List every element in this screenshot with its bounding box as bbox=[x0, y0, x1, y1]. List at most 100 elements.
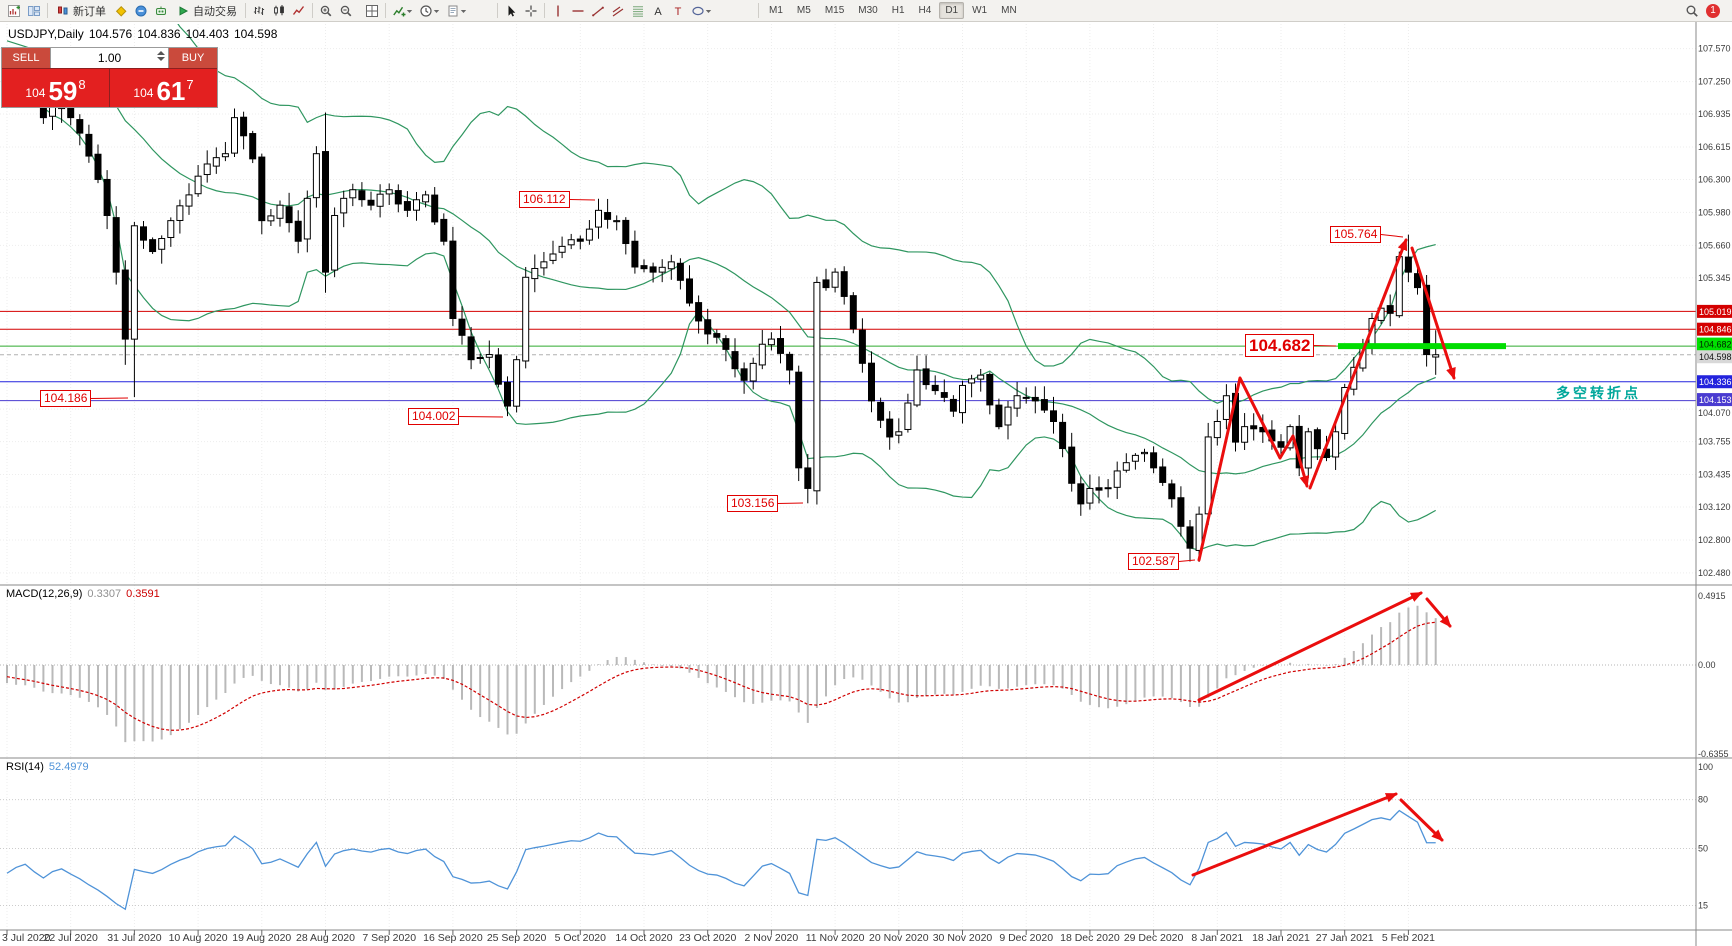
terminal-icon[interactable] bbox=[131, 2, 151, 20]
svg-text:102.800: 102.800 bbox=[1698, 535, 1731, 545]
svg-text:18 Dec 2020: 18 Dec 2020 bbox=[1060, 932, 1120, 944]
timeframe-w1[interactable]: W1 bbox=[972, 5, 988, 16]
macd-name: MACD(12,26,9) bbox=[6, 588, 83, 600]
rsi-panel bbox=[0, 799, 1696, 911]
timeframe-m30[interactable]: M30 bbox=[858, 5, 878, 16]
fibo-icon[interactable] bbox=[628, 2, 648, 20]
timeframe-m15[interactable]: M15 bbox=[824, 5, 845, 16]
svg-text:100: 100 bbox=[1698, 762, 1713, 772]
svg-text:50: 50 bbox=[1698, 844, 1708, 854]
svg-text:102.480: 102.480 bbox=[1698, 568, 1731, 578]
label-icon[interactable]: T bbox=[668, 2, 688, 20]
zoom-in-icon[interactable] bbox=[316, 2, 336, 20]
macd-signal-value: 0.3591 bbox=[126, 588, 160, 600]
search-icon[interactable] bbox=[1682, 2, 1702, 20]
hline-icon[interactable] bbox=[568, 2, 588, 20]
lot-size-field[interactable]: 1.00 bbox=[50, 48, 169, 68]
svg-text:5 Oct 2020: 5 Oct 2020 bbox=[555, 932, 607, 944]
horizontal-lines[interactable] bbox=[0, 310, 1696, 402]
timeframe-h1[interactable]: H1 bbox=[891, 5, 905, 16]
templates-icon[interactable] bbox=[443, 2, 470, 20]
svg-text:27 Jan 2021: 27 Jan 2021 bbox=[1316, 932, 1374, 944]
symbol-period-label: USDJPY,Daily bbox=[8, 27, 84, 41]
toolbar-separator bbox=[497, 3, 498, 18]
timeframe-m5[interactable]: M5 bbox=[796, 5, 811, 16]
autotrade-button[interactable]: 自动交易 bbox=[171, 1, 242, 21]
price-callout[interactable]: 104.682 bbox=[1245, 334, 1315, 357]
timeframe-h4[interactable]: H4 bbox=[918, 5, 932, 16]
new-chart-icon[interactable] bbox=[4, 2, 24, 20]
indicators-icon[interactable] bbox=[389, 2, 416, 20]
zoom-out-icon[interactable] bbox=[336, 2, 356, 20]
ask-prefix: 104 bbox=[133, 86, 154, 100]
svg-text:104.070: 104.070 bbox=[1698, 408, 1731, 418]
svg-text:103.120: 103.120 bbox=[1698, 502, 1731, 512]
ohlc-high: 104.836 bbox=[137, 27, 181, 41]
price-callout[interactable]: 105.764 bbox=[1330, 226, 1382, 243]
new-order-button[interactable]: 新订单 bbox=[51, 1, 111, 21]
toolbar-gap bbox=[470, 10, 494, 11]
text-icon[interactable]: A bbox=[648, 2, 668, 20]
timeframe-mn[interactable]: MN bbox=[1001, 5, 1017, 16]
buy-button[interactable]: BUY bbox=[169, 48, 217, 68]
macd-histogram bbox=[0, 605, 1696, 743]
trend-arrows[interactable] bbox=[90, 199, 1456, 877]
svg-text:28 Aug 2020: 28 Aug 2020 bbox=[296, 932, 355, 944]
svg-text:0.00: 0.00 bbox=[1698, 660, 1716, 670]
lot-value[interactable]: 1.00 bbox=[97, 51, 122, 65]
candles-icon[interactable] bbox=[269, 2, 289, 20]
macd-signal-line bbox=[6, 621, 1436, 731]
svg-text:80: 80 bbox=[1698, 795, 1708, 805]
price-callout[interactable]: 104.186 bbox=[40, 390, 92, 407]
price-callout[interactable]: 102.587 bbox=[1128, 553, 1180, 570]
price-callout[interactable]: 103.156 bbox=[727, 495, 779, 512]
lot-spinner[interactable] bbox=[157, 51, 165, 61]
svg-text:106.300: 106.300 bbox=[1698, 174, 1731, 184]
svg-text:107.250: 107.250 bbox=[1698, 77, 1731, 87]
svg-text:T: T bbox=[675, 6, 682, 18]
toolbar-separator bbox=[758, 3, 759, 18]
shapes-icon[interactable] bbox=[688, 2, 715, 20]
profiles-icon[interactable] bbox=[24, 2, 44, 20]
tile-icon[interactable] bbox=[362, 2, 382, 20]
bid-price[interactable]: 104 59 8 bbox=[2, 69, 110, 107]
crosshair-icon[interactable] bbox=[521, 2, 541, 20]
spin-down-icon[interactable] bbox=[157, 57, 165, 61]
toolbar: 新订单 自动交易 A T M1 M5 M15 M30 H1 H4 D1 W1 MN 1 bbox=[0, 0, 1732, 22]
channel-icon[interactable] bbox=[608, 2, 628, 20]
svg-text:106.935: 106.935 bbox=[1698, 109, 1731, 119]
metaeditor-icon[interactable] bbox=[111, 2, 131, 20]
notification-badge[interactable]: 1 bbox=[1706, 3, 1720, 18]
linechart-icon[interactable] bbox=[289, 2, 309, 20]
price-callout[interactable]: 104.002 bbox=[408, 408, 460, 425]
svg-text:104.336: 104.336 bbox=[1699, 377, 1732, 387]
svg-text:105.980: 105.980 bbox=[1698, 207, 1731, 217]
cursor-icon[interactable] bbox=[501, 2, 521, 20]
svg-text:105.345: 105.345 bbox=[1698, 273, 1731, 283]
svg-text:20 Nov 2020: 20 Nov 2020 bbox=[869, 932, 929, 944]
svg-text:A: A bbox=[654, 6, 662, 18]
periods-icon[interactable] bbox=[416, 2, 443, 20]
svg-text:16 Sep 2020: 16 Sep 2020 bbox=[423, 932, 483, 944]
svg-text:105.660: 105.660 bbox=[1698, 240, 1731, 250]
ohlc-open: 104.576 bbox=[88, 27, 133, 41]
ohlc-low: 104.403 bbox=[185, 27, 229, 41]
svg-text:103.435: 103.435 bbox=[1698, 470, 1731, 480]
price-callout[interactable]: 106.112 bbox=[519, 191, 570, 208]
timeframe-d1[interactable]: D1 bbox=[939, 2, 965, 19]
expert-icon[interactable] bbox=[151, 2, 171, 20]
timeframe-m1[interactable]: M1 bbox=[769, 5, 783, 16]
trendline-icon[interactable] bbox=[588, 2, 608, 20]
ask-price[interactable]: 104 61 7 bbox=[110, 69, 217, 107]
rsi-name: RSI(14) bbox=[6, 761, 44, 773]
panel-separators[interactable] bbox=[0, 22, 1732, 946]
sell-button[interactable]: SELL bbox=[2, 48, 50, 68]
spin-up-icon[interactable] bbox=[157, 51, 165, 55]
vline-icon[interactable] bbox=[548, 2, 568, 20]
bars-icon[interactable] bbox=[249, 2, 269, 20]
rsi-indicator-label: RSI(14) 52.4979 bbox=[6, 761, 94, 773]
chart-title: USDJPY,Daily 104.576 104.836 104.403 104.598 bbox=[8, 27, 282, 41]
svg-text:19 Aug 2020: 19 Aug 2020 bbox=[232, 932, 291, 944]
svg-text:11 Nov 2020: 11 Nov 2020 bbox=[806, 932, 865, 944]
